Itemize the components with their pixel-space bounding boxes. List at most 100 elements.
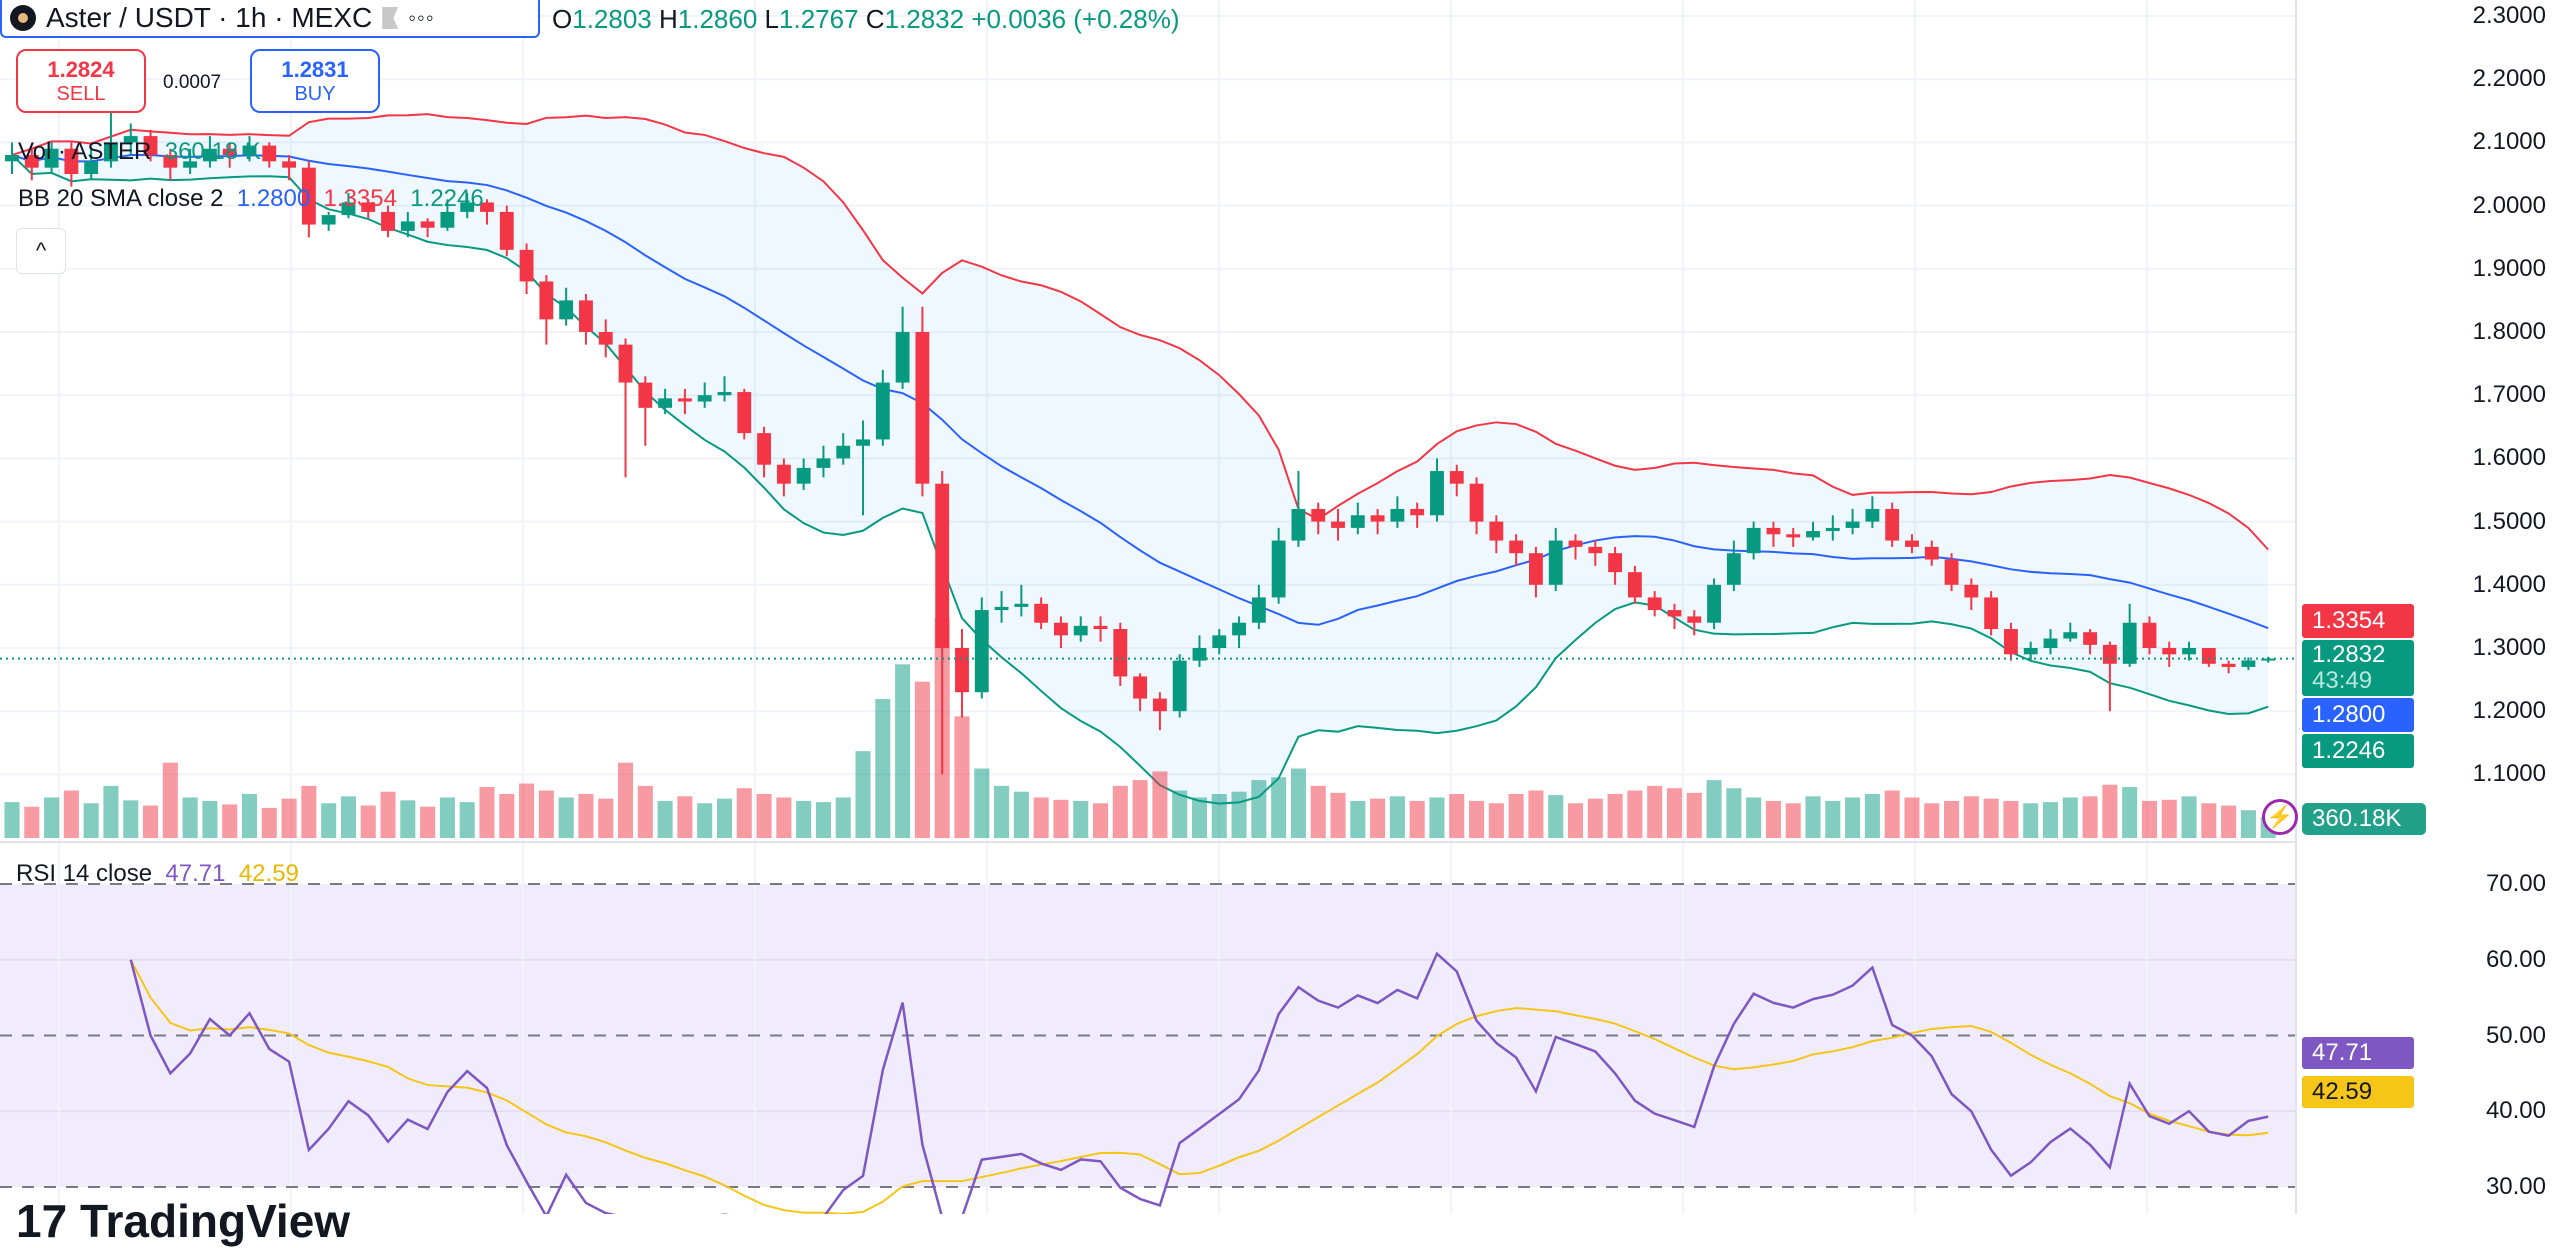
- candle-body: [499, 211, 514, 250]
- buy-button[interactable]: 1.2831 BUY: [250, 49, 380, 113]
- volume-bar: [2240, 810, 2256, 838]
- volume-bar: [736, 788, 752, 838]
- volume-legend[interactable]: Vol · ASTER 360.18 K: [18, 138, 261, 166]
- volume-bar: [756, 794, 772, 838]
- candle-body: [104, 142, 118, 162]
- aster-coin-icon: [10, 5, 36, 31]
- high-value: 1.2860: [677, 4, 758, 34]
- volume-bar: [657, 800, 673, 838]
- volume-bar: [420, 806, 436, 838]
- candle-body: [1489, 521, 1504, 541]
- candle-body: [2063, 632, 2078, 639]
- candle-body: [658, 398, 673, 408]
- volume-bar: [439, 797, 455, 838]
- volume-bar: [2023, 803, 2039, 838]
- bb-basis-value: 1.2800: [236, 185, 311, 212]
- candle-body: [1924, 546, 1939, 560]
- candle-body: [341, 202, 356, 216]
- volume-bar: [1093, 803, 1109, 838]
- volume-bar: [123, 800, 139, 838]
- candle-body: [24, 155, 39, 168]
- volume-bar: [1785, 803, 1801, 838]
- chart-canvas[interactable]: [0, 0, 2560, 1214]
- candle-body: [1232, 622, 1246, 636]
- volume-bar: [2201, 803, 2217, 838]
- candle-body: [1331, 521, 1345, 528]
- candle-body: [955, 648, 969, 693]
- last-price-badge: 1.2832 43:49: [2302, 640, 2414, 696]
- candle-body: [618, 344, 633, 383]
- volume-bar: [1132, 780, 1148, 838]
- candle-body: [1667, 610, 1682, 617]
- volume-bar: [1508, 794, 1524, 838]
- candle-body: [2083, 632, 2098, 645]
- rsi-legend[interactable]: RSI 14 close 47.71 42.59: [16, 860, 299, 888]
- candle-body: [935, 483, 950, 648]
- candle-body: [123, 136, 138, 143]
- volume-bar: [1330, 792, 1346, 838]
- candle-body: [1825, 527, 1840, 532]
- candle-body: [1885, 508, 1900, 541]
- close-label: C: [865, 4, 885, 34]
- lightning-icon[interactable]: ⚡: [2262, 799, 2298, 835]
- volume-bar: [2062, 797, 2078, 838]
- candle-body: [1469, 483, 1484, 522]
- symbol-title: Aster / USDT · 1h · MEXC: [46, 2, 373, 33]
- high-label: H: [659, 4, 678, 34]
- spread-value: 0.0007: [163, 72, 222, 93]
- bb-legend-name: BB 20 SMA close 2: [18, 185, 224, 212]
- volume-bar: [1765, 800, 1781, 838]
- flag-icon[interactable]: [382, 7, 399, 29]
- price-tick-label: 1.4000: [2472, 570, 2546, 598]
- volume-bar: [143, 805, 159, 838]
- volume-bar: [1033, 797, 1049, 838]
- volume-bar: [301, 785, 317, 838]
- collapse-legend-button[interactable]: ^: [16, 228, 66, 274]
- bb-legend[interactable]: BB 20 SMA close 2 1.2800 1.3354 1.2246: [18, 185, 484, 213]
- candle-body: [222, 148, 237, 156]
- volume-bar: [2003, 800, 2019, 838]
- candle-body: [2122, 622, 2137, 664]
- volume-bar: [1271, 777, 1287, 838]
- candle-body: [836, 445, 851, 459]
- volume-bar: [1488, 803, 1504, 838]
- rsi-line: [129, 951, 2269, 1214]
- volume-bar: [380, 791, 396, 838]
- candle-body: [1152, 698, 1167, 712]
- candle-body: [242, 145, 257, 156]
- volume-bar: [1726, 788, 1742, 838]
- rsi-ma-value: 42.59: [238, 860, 299, 887]
- volume-bar: [1251, 780, 1267, 838]
- volume-bar: [1647, 785, 1663, 838]
- last-price: 1.2832: [2312, 641, 2386, 668]
- candle-body: [1073, 625, 1088, 636]
- bb-basis-line: [11, 154, 2269, 630]
- volume-bar: [479, 787, 495, 838]
- volume-bar: [1805, 796, 1821, 838]
- volume-bar: [1706, 780, 1722, 838]
- volume-bar: [1013, 791, 1029, 838]
- candle-body: [638, 382, 653, 408]
- candle-body: [1054, 622, 1068, 636]
- candle-body: [915, 332, 930, 484]
- candle-body: [559, 300, 574, 320]
- candle-body: [1687, 616, 1702, 623]
- candle-body: [1529, 553, 1543, 585]
- symbol-title-box[interactable]: Aster / USDT · 1h · MEXC ◦◦◦: [0, 0, 540, 38]
- price-tick-label: 1.1000: [2472, 760, 2546, 788]
- candle-body: [2241, 660, 2256, 667]
- sell-button[interactable]: 1.2824 SELL: [16, 49, 146, 113]
- rsi-tick-label: 40.00: [2485, 1097, 2546, 1125]
- volume-legend-value: 360.18 K: [164, 138, 261, 165]
- candle-body: [1390, 508, 1405, 522]
- candle-body: [5, 155, 19, 162]
- volume-bar: [1152, 771, 1168, 838]
- bb-upper-value: 1.3354: [323, 185, 397, 212]
- volume-bar: [815, 802, 831, 838]
- rsi-ma-badge: 42.59: [2302, 1075, 2414, 1108]
- more-options-icon[interactable]: ◦◦◦: [408, 5, 435, 30]
- candle-body: [321, 215, 336, 225]
- volume-bar: [1370, 798, 1386, 838]
- candle-body: [2142, 622, 2157, 648]
- bb-upper-badge: 1.3354: [2302, 604, 2414, 638]
